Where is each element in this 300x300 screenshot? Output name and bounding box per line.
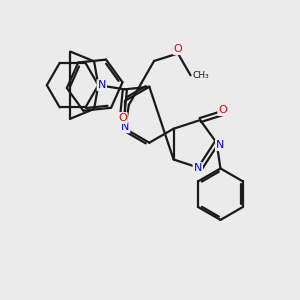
Text: N: N	[121, 122, 129, 132]
Text: O: O	[218, 105, 227, 115]
Text: N: N	[194, 163, 202, 173]
Text: N: N	[216, 140, 224, 150]
Text: CH₃: CH₃	[193, 71, 209, 80]
Text: N: N	[98, 80, 106, 90]
Text: O: O	[118, 113, 127, 123]
Text: O: O	[174, 44, 182, 54]
